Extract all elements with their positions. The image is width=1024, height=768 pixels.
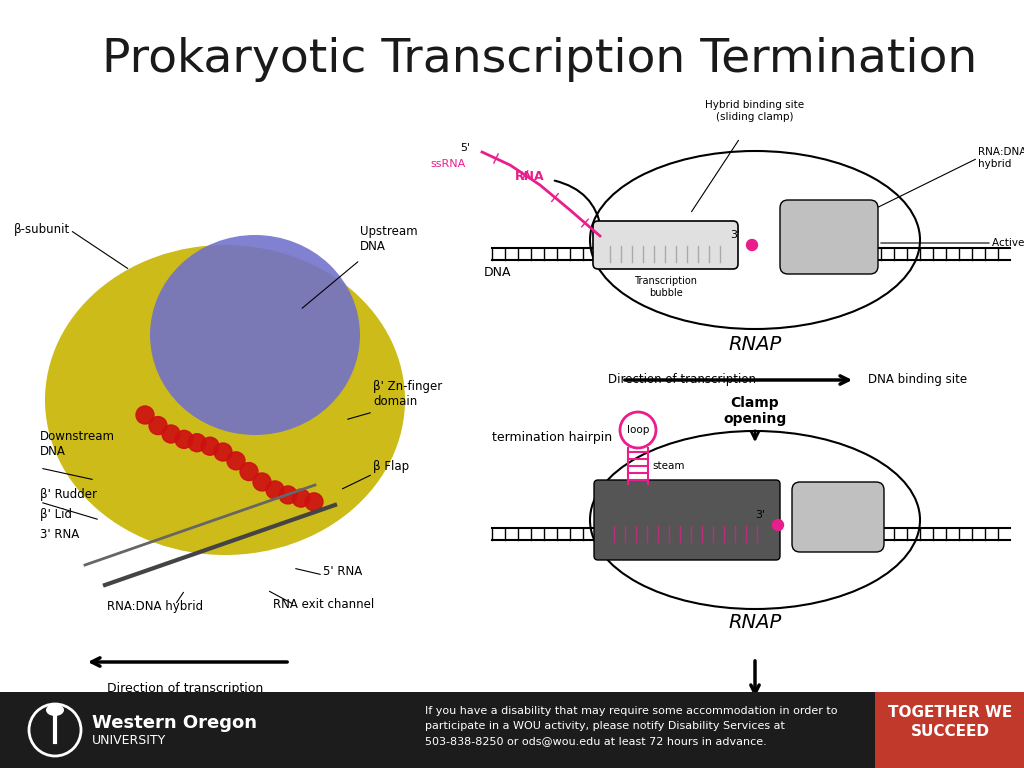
Text: TOGETHER WE
SUCCEED: TOGETHER WE SUCCEED — [888, 704, 1012, 740]
Text: 3': 3' — [755, 510, 765, 520]
Text: 5': 5' — [460, 143, 470, 153]
Circle shape — [175, 430, 193, 449]
Text: Active center: Active center — [992, 238, 1024, 248]
Text: Clamp
opening: Clamp opening — [723, 396, 786, 426]
Text: Western Oregon: Western Oregon — [92, 714, 257, 732]
Text: 503-838-8250 or ods@wou.edu at least 72 hours in advance.: 503-838-8250 or ods@wou.edu at least 72 … — [425, 736, 767, 746]
FancyBboxPatch shape — [593, 221, 738, 269]
Text: Direction of transcription: Direction of transcription — [106, 682, 263, 695]
Ellipse shape — [46, 704, 63, 716]
Circle shape — [201, 437, 219, 455]
Text: β' Rudder: β' Rudder — [40, 488, 97, 501]
Circle shape — [772, 519, 783, 531]
Circle shape — [188, 434, 206, 452]
Text: termination hairpin: termination hairpin — [492, 432, 612, 445]
Ellipse shape — [150, 235, 360, 435]
Text: If you have a disability that may require some accommodation in order to: If you have a disability that may requir… — [425, 706, 838, 716]
Text: RNA:DNA hybrid: RNA:DNA hybrid — [106, 600, 203, 613]
Text: ssRNA: ssRNA — [431, 159, 466, 169]
Text: β' Zn-finger
domain: β' Zn-finger domain — [373, 380, 442, 408]
Bar — [0, 692, 1024, 768]
Circle shape — [150, 416, 167, 435]
Text: β' Lid: β' Lid — [40, 508, 72, 521]
Text: 3': 3' — [730, 230, 740, 240]
Text: loop: loop — [627, 425, 649, 435]
Text: UNIVERSITY: UNIVERSITY — [92, 734, 166, 747]
Text: 3' RNA: 3' RNA — [40, 528, 79, 541]
Circle shape — [292, 489, 310, 507]
Text: Upstream
DNA: Upstream DNA — [360, 225, 418, 253]
Text: RNA:DNA
hybrid: RNA:DNA hybrid — [978, 147, 1024, 169]
Text: DNA: DNA — [484, 266, 512, 279]
FancyBboxPatch shape — [594, 480, 780, 560]
Text: RNA exit channel: RNA exit channel — [273, 598, 374, 611]
Text: steam: steam — [652, 461, 684, 471]
Circle shape — [253, 473, 271, 491]
Circle shape — [240, 462, 258, 481]
Text: Transcription
bubble: Transcription bubble — [634, 276, 697, 298]
Circle shape — [227, 452, 245, 470]
Bar — [874, 692, 1024, 768]
Circle shape — [136, 406, 154, 424]
Circle shape — [162, 425, 180, 443]
Text: RNA: RNA — [515, 170, 545, 184]
Text: Disintegration: Disintegration — [711, 713, 799, 726]
Circle shape — [214, 443, 232, 461]
FancyBboxPatch shape — [792, 482, 884, 552]
Text: DNA binding site: DNA binding site — [868, 373, 967, 386]
Text: β Flap: β Flap — [373, 460, 410, 473]
Circle shape — [305, 493, 323, 511]
Ellipse shape — [45, 245, 406, 555]
Text: Downstream
DNA: Downstream DNA — [40, 430, 115, 458]
Circle shape — [279, 486, 297, 504]
Text: Direction of transcription: Direction of transcription — [608, 373, 756, 386]
FancyBboxPatch shape — [780, 200, 878, 274]
Text: Prokaryotic Transcription Termination: Prokaryotic Transcription Termination — [102, 38, 978, 82]
Text: RNAP: RNAP — [728, 614, 781, 633]
Text: β-subunit: β-subunit — [13, 223, 70, 237]
Text: RNAP: RNAP — [728, 336, 781, 355]
Text: 5' RNA: 5' RNA — [323, 565, 362, 578]
Text: Hybrid binding site
(sliding clamp): Hybrid binding site (sliding clamp) — [706, 101, 805, 122]
Circle shape — [746, 240, 758, 250]
Text: participate in a WOU activity, please notify Disability Services at: participate in a WOU activity, please no… — [425, 721, 784, 731]
Circle shape — [266, 481, 284, 499]
